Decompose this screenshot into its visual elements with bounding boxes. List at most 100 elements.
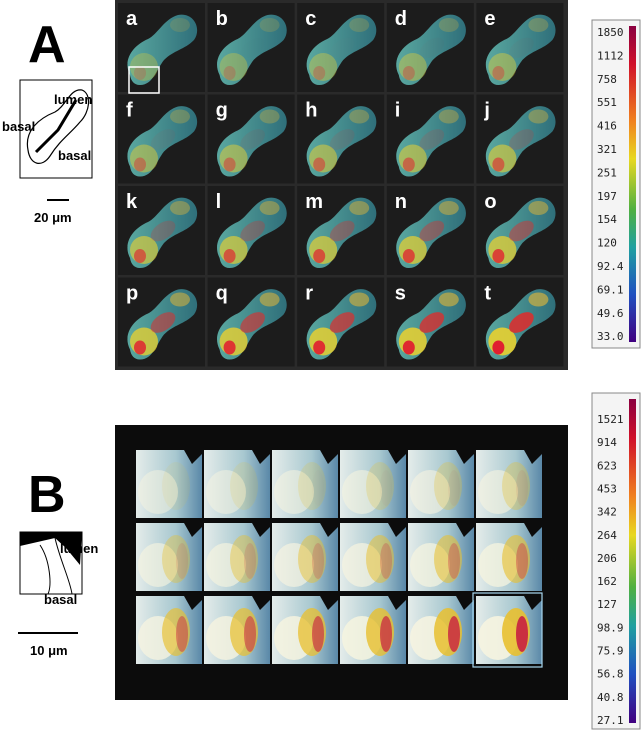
- signal: [244, 543, 256, 579]
- image-frame: k: [118, 186, 205, 275]
- diagram-label: lumen: [60, 541, 98, 556]
- colorbar-label: 206: [597, 552, 617, 565]
- signal: [244, 470, 256, 506]
- image-frame: c: [297, 3, 384, 92]
- colorbar-label: 453: [597, 482, 617, 495]
- colorbar-label: 758: [597, 73, 617, 86]
- image-frame: o: [476, 186, 563, 275]
- image-frame: p: [118, 278, 205, 367]
- colorbar-label: 120: [597, 237, 617, 250]
- signal: [260, 18, 280, 32]
- colorbar-label: 551: [597, 96, 617, 109]
- colorbar-label: 33.0: [597, 330, 624, 343]
- signal: [260, 201, 280, 215]
- colorbar-label: 162: [597, 575, 617, 588]
- image-frame: f: [118, 95, 205, 184]
- image-frame: n: [387, 186, 474, 275]
- colorbar-label: 49.6: [597, 307, 624, 320]
- panel-label: A: [28, 16, 66, 74]
- frame-label: e: [484, 8, 495, 30]
- colorbar-label: 69.1: [597, 283, 624, 296]
- frame-label: q: [216, 283, 228, 305]
- image-frame: r: [297, 278, 384, 367]
- signal: [313, 341, 325, 355]
- diagram-label: basal: [44, 592, 77, 607]
- colorbar-label: 1850: [597, 26, 624, 39]
- colorbar-label: 623: [597, 459, 617, 472]
- signal: [312, 616, 324, 652]
- signal: [448, 543, 460, 579]
- signal: [380, 470, 392, 506]
- signal: [349, 293, 369, 307]
- frame-label: d: [395, 8, 407, 30]
- signal: [448, 616, 460, 652]
- image-frame: i: [387, 95, 474, 184]
- frame-label: l: [216, 191, 222, 213]
- signal: [380, 616, 392, 652]
- signal: [439, 293, 459, 307]
- image-frame: g: [208, 95, 295, 184]
- image-frame: d: [387, 3, 474, 92]
- image-frame: e: [476, 3, 563, 92]
- colorbar-label: 154: [597, 213, 617, 226]
- signal: [176, 543, 188, 579]
- colorbar-label: 342: [597, 506, 617, 519]
- frame-label: f: [126, 100, 133, 122]
- signal: [528, 293, 548, 307]
- signal: [313, 249, 325, 263]
- signal: [134, 158, 146, 172]
- colorbar-label: 92.4: [597, 260, 624, 273]
- signal: [312, 543, 324, 579]
- frame-label: n: [395, 191, 407, 213]
- frame-label: g: [216, 100, 228, 122]
- colorbar-label: 416: [597, 120, 617, 133]
- colorbar: [629, 26, 636, 342]
- colorbar-label: 251: [597, 166, 617, 179]
- image-frame: t: [476, 278, 563, 367]
- signal: [170, 201, 190, 215]
- signal: [492, 249, 504, 263]
- frame-label: r: [305, 283, 313, 305]
- colorbar-label: 27.1: [597, 714, 624, 727]
- colorbar-label: 1521: [597, 413, 624, 426]
- signal: [224, 249, 236, 263]
- colorbar: [629, 399, 636, 723]
- frame-label: b: [216, 8, 228, 30]
- signal: [439, 18, 459, 32]
- frame-label: m: [305, 191, 323, 213]
- colorbar-label: 98.9: [597, 621, 624, 634]
- image-frame: s: [387, 278, 474, 367]
- scale-label: 20 μm: [34, 210, 72, 225]
- signal: [349, 201, 369, 215]
- diagram-label: basal: [2, 119, 35, 134]
- frame-label: k: [126, 191, 138, 213]
- diagram-label: lumen: [54, 92, 92, 107]
- signal: [134, 66, 146, 80]
- scale-label: 10 μm: [30, 643, 68, 658]
- colorbar-label: 75.9: [597, 645, 624, 658]
- signal: [516, 543, 528, 579]
- signal: [260, 110, 280, 124]
- colorbar-label: 914: [597, 436, 617, 449]
- image-frame: a: [118, 3, 205, 93]
- signal: [528, 201, 548, 215]
- frame-label: i: [395, 100, 401, 122]
- diagram-label: basal: [58, 148, 91, 163]
- frame-label: t: [484, 283, 491, 305]
- colorbar-label: 127: [597, 598, 617, 611]
- frame-label: c: [305, 8, 316, 30]
- image-frame: j: [476, 95, 563, 184]
- signal: [516, 470, 528, 506]
- signal: [349, 110, 369, 124]
- signal: [134, 249, 146, 263]
- signal: [349, 18, 369, 32]
- signal: [224, 66, 236, 80]
- frame-label: o: [484, 191, 496, 213]
- signal: [380, 543, 392, 579]
- signal: [170, 293, 190, 307]
- signal: [528, 18, 548, 32]
- colorbar-label: 56.8: [597, 668, 624, 681]
- signal: [170, 110, 190, 124]
- sketch-lumen: [36, 100, 76, 152]
- image-frame: q: [208, 278, 295, 367]
